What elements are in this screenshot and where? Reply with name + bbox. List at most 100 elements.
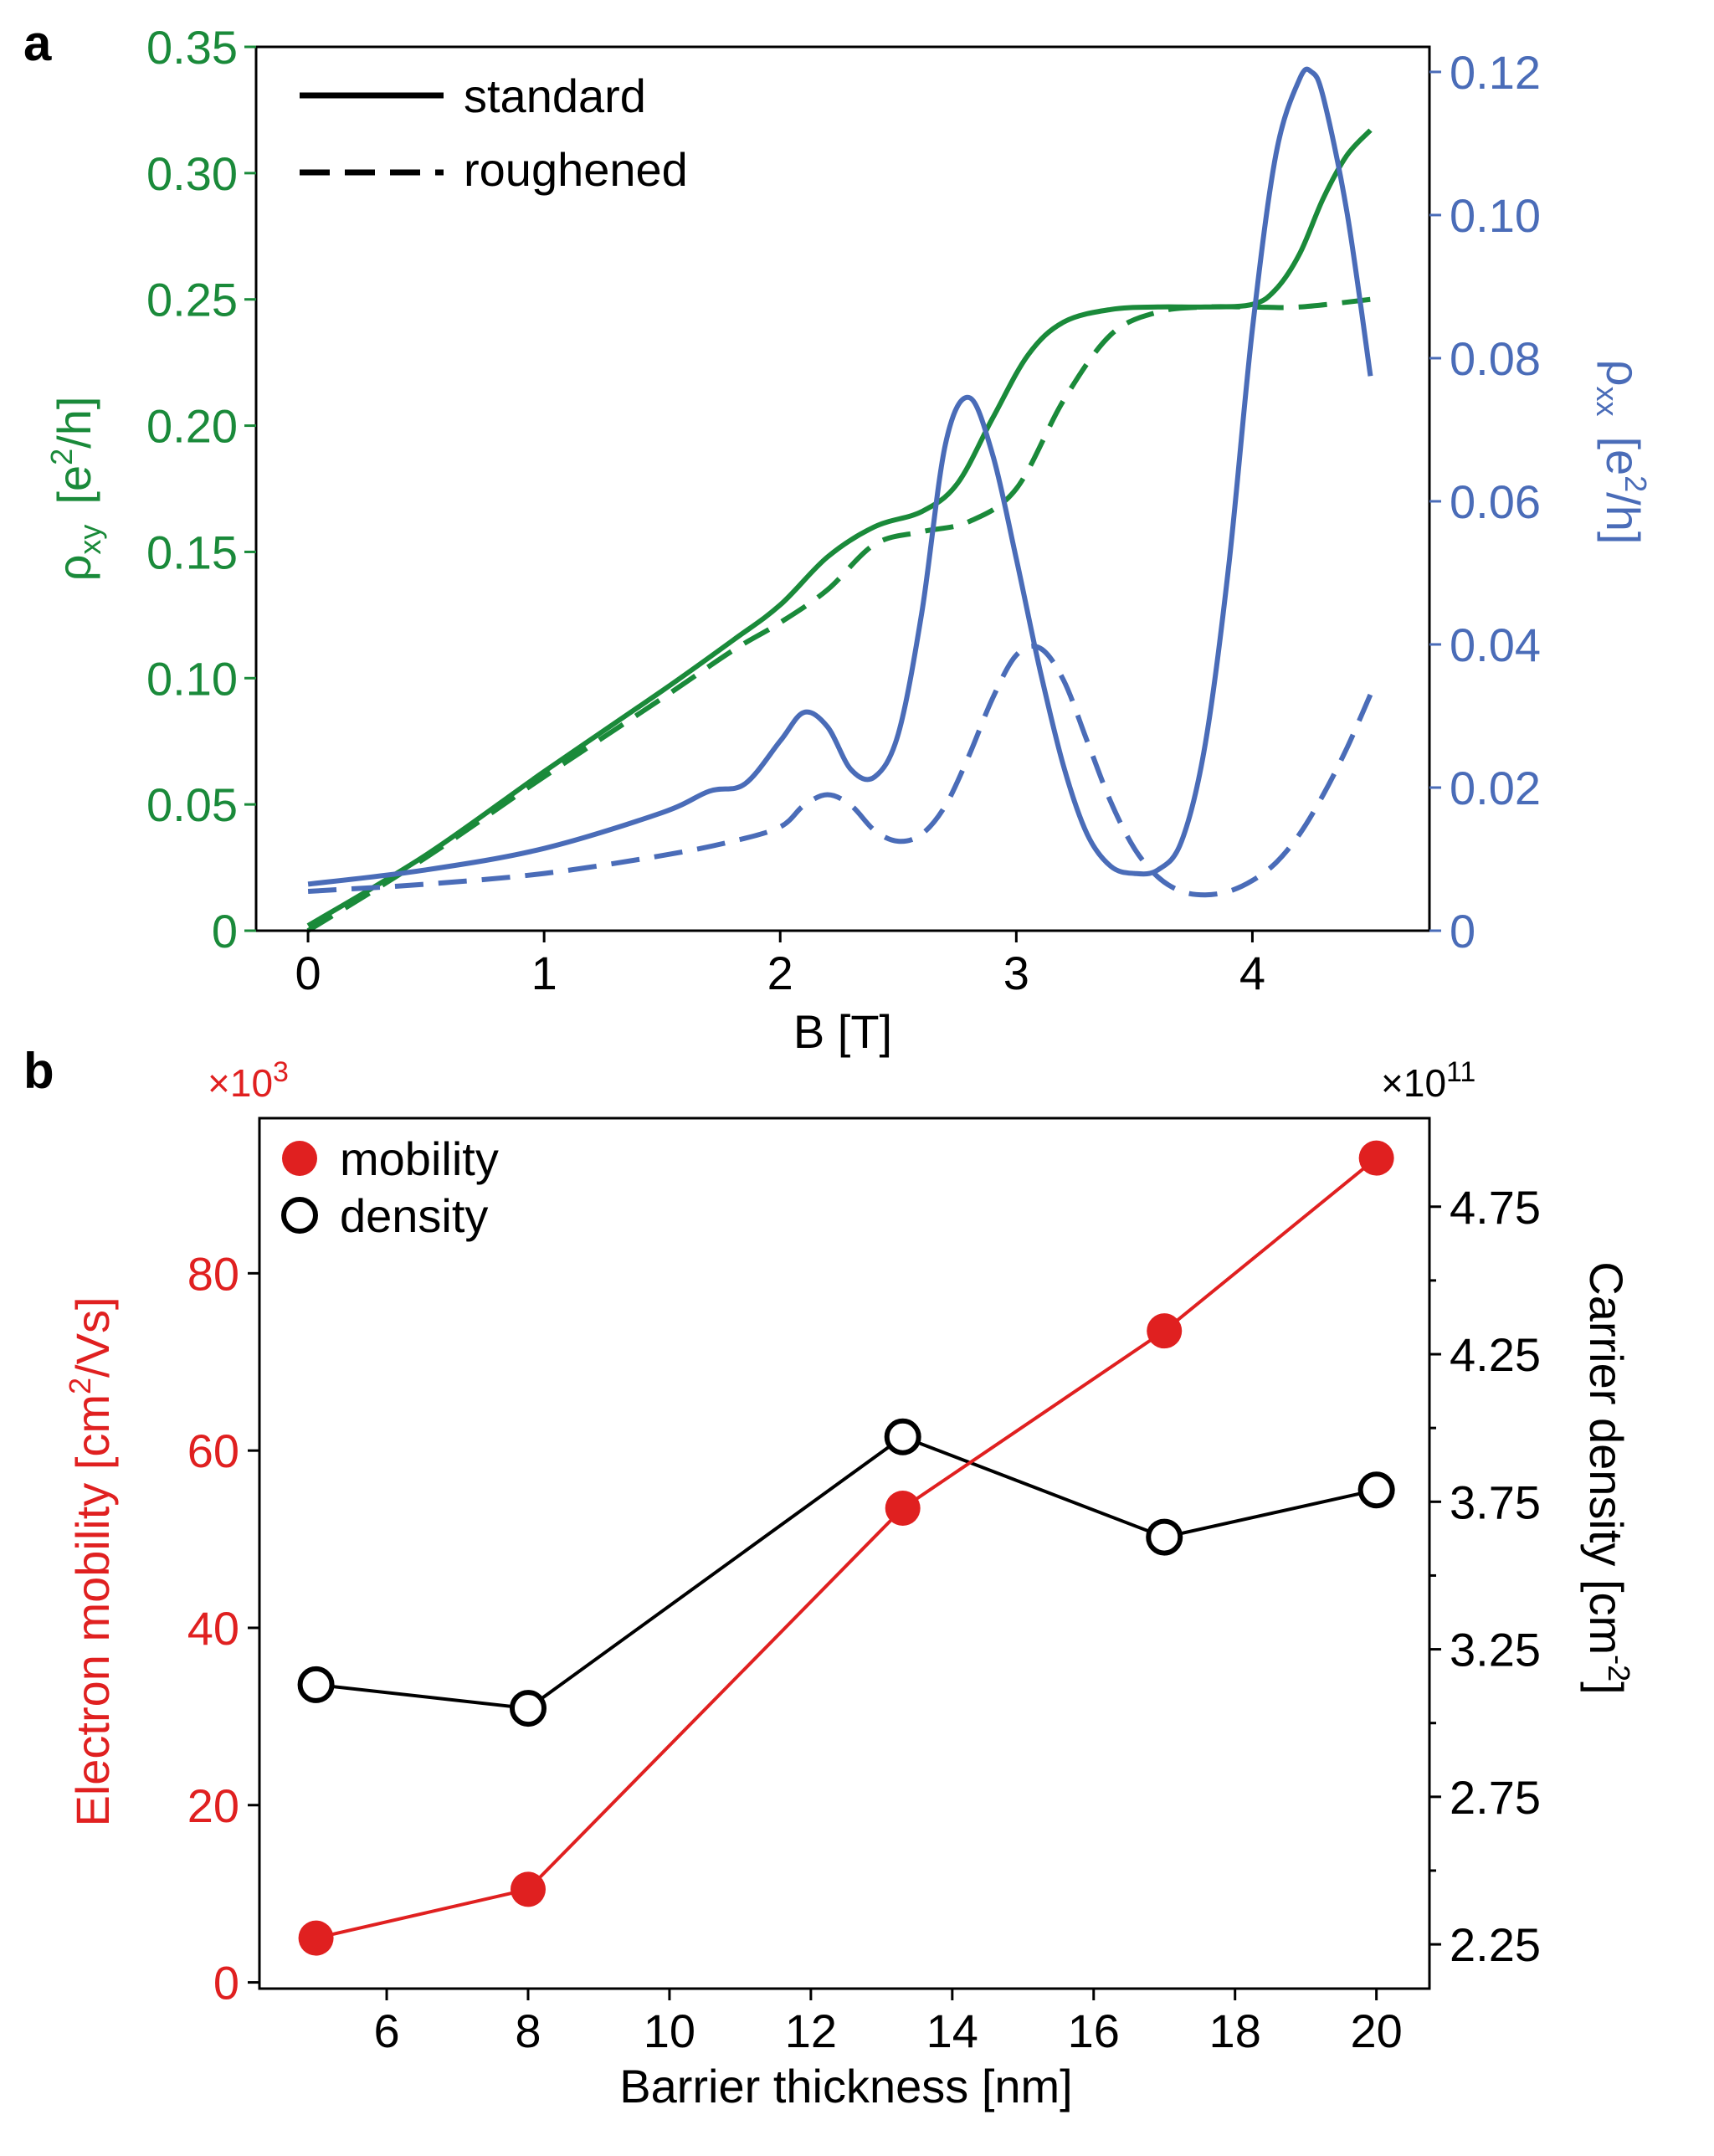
- panel-a-x-axis-label: B [T]: [793, 1005, 892, 1058]
- panel-b-left-y-ticks: 0 20 40 60 80: [187, 1247, 259, 2010]
- rho-xx-unit-post: /h]: [1597, 492, 1650, 544]
- rho-xy-unit-sup: 2: [44, 449, 79, 465]
- panel-a-series: [306, 66, 1373, 933]
- y-left-tick-label: 0.30: [146, 147, 238, 200]
- mobility-point: [510, 1871, 546, 1907]
- density-multiplier-base: ×10: [1381, 1061, 1446, 1105]
- mobility-label-post: /Vs]: [66, 1296, 119, 1377]
- mobility-multiplier: ×103: [208, 1056, 289, 1105]
- x-tick-label: 10: [644, 2005, 695, 2057]
- density-point: [509, 1690, 547, 1727]
- y-left-tick-label: 0.05: [146, 778, 238, 831]
- x-tick-label: 6: [373, 2005, 399, 2057]
- y-left-tick-label: 40: [187, 1602, 239, 1655]
- legend-roughened-label: roughened: [464, 143, 688, 196]
- panel-b-frame: [258, 1116, 1431, 1990]
- y-right-tick-label: 4.75: [1450, 1181, 1541, 1234]
- y-left-tick-label: 60: [187, 1424, 239, 1477]
- mobility-label-pre: Electron mobility [cm: [66, 1394, 119, 1827]
- y-left-tick-label: 20: [187, 1779, 239, 1832]
- y-right-tick-label: 4.25: [1450, 1328, 1541, 1381]
- x-tick-label: 2: [767, 947, 793, 999]
- panel-a-frame: [254, 45, 1431, 932]
- rho-xx-unit-sup: 2: [1619, 475, 1653, 492]
- panel-a-left-y-ticks: 0 0.05 0.10 0.15 0.20 0.25 0.30 0.35: [146, 21, 256, 957]
- y-right-tick-label: 2.75: [1450, 1771, 1541, 1824]
- panel-b-legend: mobility density: [281, 1132, 499, 1242]
- panel-a-legend: standard roughened: [300, 69, 688, 196]
- rho-xx-subscript: xx: [1590, 386, 1624, 416]
- panel-a-right-y-axis-label: ρxx [e2/h]: [1590, 360, 1653, 545]
- panel-b-series: [297, 1140, 1395, 1956]
- density-multiplier-exp: 11: [1446, 1056, 1475, 1088]
- density-point: [1357, 1471, 1395, 1509]
- mobility-multiplier-base: ×10: [208, 1061, 273, 1105]
- y-right-tick-label: 2.25: [1450, 1918, 1541, 1971]
- rho-xy-unit: [e: [48, 465, 100, 505]
- panel-a-right-y-ticks: 0 0.02 0.04 0.06 0.08 0.10 0.12: [1429, 46, 1541, 957]
- legend-density-label: density: [340, 1189, 488, 1242]
- y-left-tick-label: 0.15: [146, 526, 238, 578]
- legend-mobility-label: mobility: [340, 1132, 499, 1185]
- density-point: [884, 1418, 921, 1455]
- y-right-tick-label: 0.12: [1450, 46, 1541, 99]
- panel-b-left-y-axis-label: Electron mobility [cm2/Vs]: [63, 1296, 119, 1826]
- y-right-tick-label: 0: [1450, 905, 1475, 957]
- x-tick-label: 8: [515, 2005, 541, 2057]
- panel-a-left-y-axis-label: ρxy [e2/h]: [44, 397, 107, 582]
- legend-density-marker: [281, 1197, 318, 1234]
- density-label-post: ]: [1580, 1681, 1633, 1695]
- x-tick-label: 14: [926, 2005, 978, 2057]
- y-left-tick-label: 80: [187, 1247, 239, 1300]
- x-tick-label: 16: [1068, 2005, 1120, 2057]
- rho-xy-subscript: xy: [73, 525, 107, 555]
- mobility-point: [1358, 1140, 1394, 1176]
- density-point: [297, 1666, 335, 1703]
- x-tick-label: 20: [1350, 2005, 1402, 2057]
- y-right-tick-label: 0.02: [1450, 762, 1541, 814]
- x-tick-label: 4: [1239, 947, 1265, 999]
- mobility-multiplier-exp: 3: [273, 1056, 289, 1088]
- mobility-point: [298, 1920, 334, 1956]
- y-left-tick-label: 0.20: [146, 400, 238, 453]
- rho-xy-unit-post: /h]: [48, 397, 100, 449]
- panel-b-x-ticks: 6 8 10 12 14 16 18 20: [373, 1989, 1403, 2057]
- density-label-sup: -2: [1602, 1655, 1636, 1681]
- x-tick-label: 3: [1003, 947, 1029, 999]
- y-left-tick-label: 0.35: [146, 21, 238, 74]
- y-left-tick-label: 0: [212, 905, 238, 957]
- panel-b-right-y-ticks: 2.25 2.75 3.25 3.75 4.25 4.75: [1429, 1181, 1541, 1971]
- density-point: [1146, 1518, 1183, 1556]
- y-left-tick-label: 0.25: [146, 274, 238, 326]
- y-right-tick-label: 3.75: [1450, 1476, 1541, 1528]
- legend-mobility-marker: [282, 1141, 317, 1176]
- mobility-point: [885, 1490, 921, 1526]
- legend-standard-label: standard: [464, 69, 646, 122]
- y-right-tick-label: 0.08: [1450, 332, 1541, 385]
- y-right-tick-label: 3.25: [1450, 1624, 1541, 1676]
- panel-b: b 6 8 10 12 14 16 18 20 0 20 40 60 80 2.25 2.75 3.25 3…: [23, 1043, 1636, 2112]
- rho-xx-roughened-line: [307, 644, 1373, 898]
- panel-a-letter: a: [23, 15, 52, 71]
- x-tick-label: 18: [1209, 2005, 1261, 2057]
- panel-b-letter: b: [23, 1043, 54, 1099]
- x-tick-label: 12: [785, 2005, 837, 2057]
- rho-xy-symbol: ρ: [48, 555, 100, 582]
- x-tick-label: 1: [531, 947, 557, 999]
- rho-xx-unit: [e: [1597, 436, 1650, 475]
- x-tick-label: 0: [295, 947, 321, 999]
- panel-a-x-ticks: 0 1 2 3 4: [295, 931, 1265, 999]
- rho-xy-standard-line: [306, 128, 1373, 928]
- y-left-tick-label: 0.10: [146, 652, 238, 705]
- y-right-tick-label: 0.06: [1450, 475, 1541, 528]
- panel-b-right-y-axis-label: Carrier density [cm-2]: [1580, 1261, 1636, 1694]
- mobility-label-sup: 2: [63, 1378, 97, 1394]
- panel-b-x-axis-label: Barrier thickness [nm]: [619, 2060, 1073, 2112]
- y-left-tick-label: 0: [213, 1957, 239, 2010]
- rho-xx-symbol: ρ: [1597, 360, 1650, 387]
- rho-xx-standard-line: [307, 66, 1373, 887]
- density-multiplier: ×1011: [1381, 1056, 1475, 1105]
- mobility-point: [1147, 1313, 1183, 1349]
